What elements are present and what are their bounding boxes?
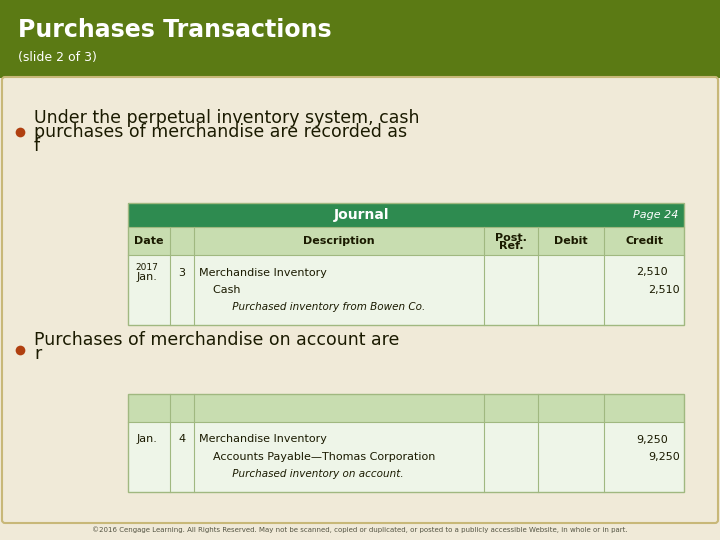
Bar [0,0,720,78]
Text: Credit: Credit [625,236,663,246]
Bar [128,255,684,325]
Text: 2,510: 2,510 [649,285,680,295]
Text: Jan.: Jan. [137,435,158,444]
Text: Purchases Transactions: Purchases Transactions [18,18,332,42]
Text: Page 24: Page 24 [633,210,678,220]
Text: Cash: Cash [206,285,240,295]
Text: 4: 4 [179,435,186,444]
Text: 3: 3 [179,267,186,278]
Bar [128,394,684,492]
Text: 9,250: 9,250 [648,452,680,462]
Text: Description: Description [303,236,375,246]
Text: ©2016 Cengage Learning. All Rights Reserved. May not be scanned, copied or dupli: ©2016 Cengage Learning. All Rights Reser… [92,526,628,534]
Bar [128,203,684,325]
Text: Post.: Post. [495,233,527,243]
Text: Merchandise Inventory: Merchandise Inventory [199,435,327,444]
Text: Journal: Journal [334,208,390,222]
Text: Accounts Payable—Thomas Corporation: Accounts Payable—Thomas Corporation [206,452,436,462]
FancyBboxPatch shape [2,77,718,523]
Text: Jan.: Jan. [137,273,158,282]
Text: (slide 2 of 3): (slide 2 of 3) [18,51,97,64]
Text: Purchases of merchandise on account are: Purchases of merchandise on account are [34,331,400,349]
Text: Date: Date [134,236,163,246]
Text: r: r [34,345,41,363]
Text: Merchandise Inventory: Merchandise Inventory [199,267,327,278]
Bar [128,422,684,492]
Bar [128,394,684,422]
Text: Debit: Debit [554,236,588,246]
Text: Ref.: Ref. [499,241,523,251]
Text: 9,250: 9,250 [636,435,668,444]
Text: Purchased inventory on account.: Purchased inventory on account. [216,469,404,479]
Text: 2017: 2017 [135,263,158,272]
Bar [128,227,684,255]
Text: purchases of merchandise are recorded as: purchases of merchandise are recorded as [34,123,407,141]
Text: 2,510: 2,510 [636,267,668,278]
Bar [128,203,684,227]
Text: Purchased inventory from Bowen Co.: Purchased inventory from Bowen Co. [216,302,426,312]
Text: Under the perpetual inventory system, cash: Under the perpetual inventory system, ca… [34,109,420,127]
Text: f: f [34,137,40,155]
